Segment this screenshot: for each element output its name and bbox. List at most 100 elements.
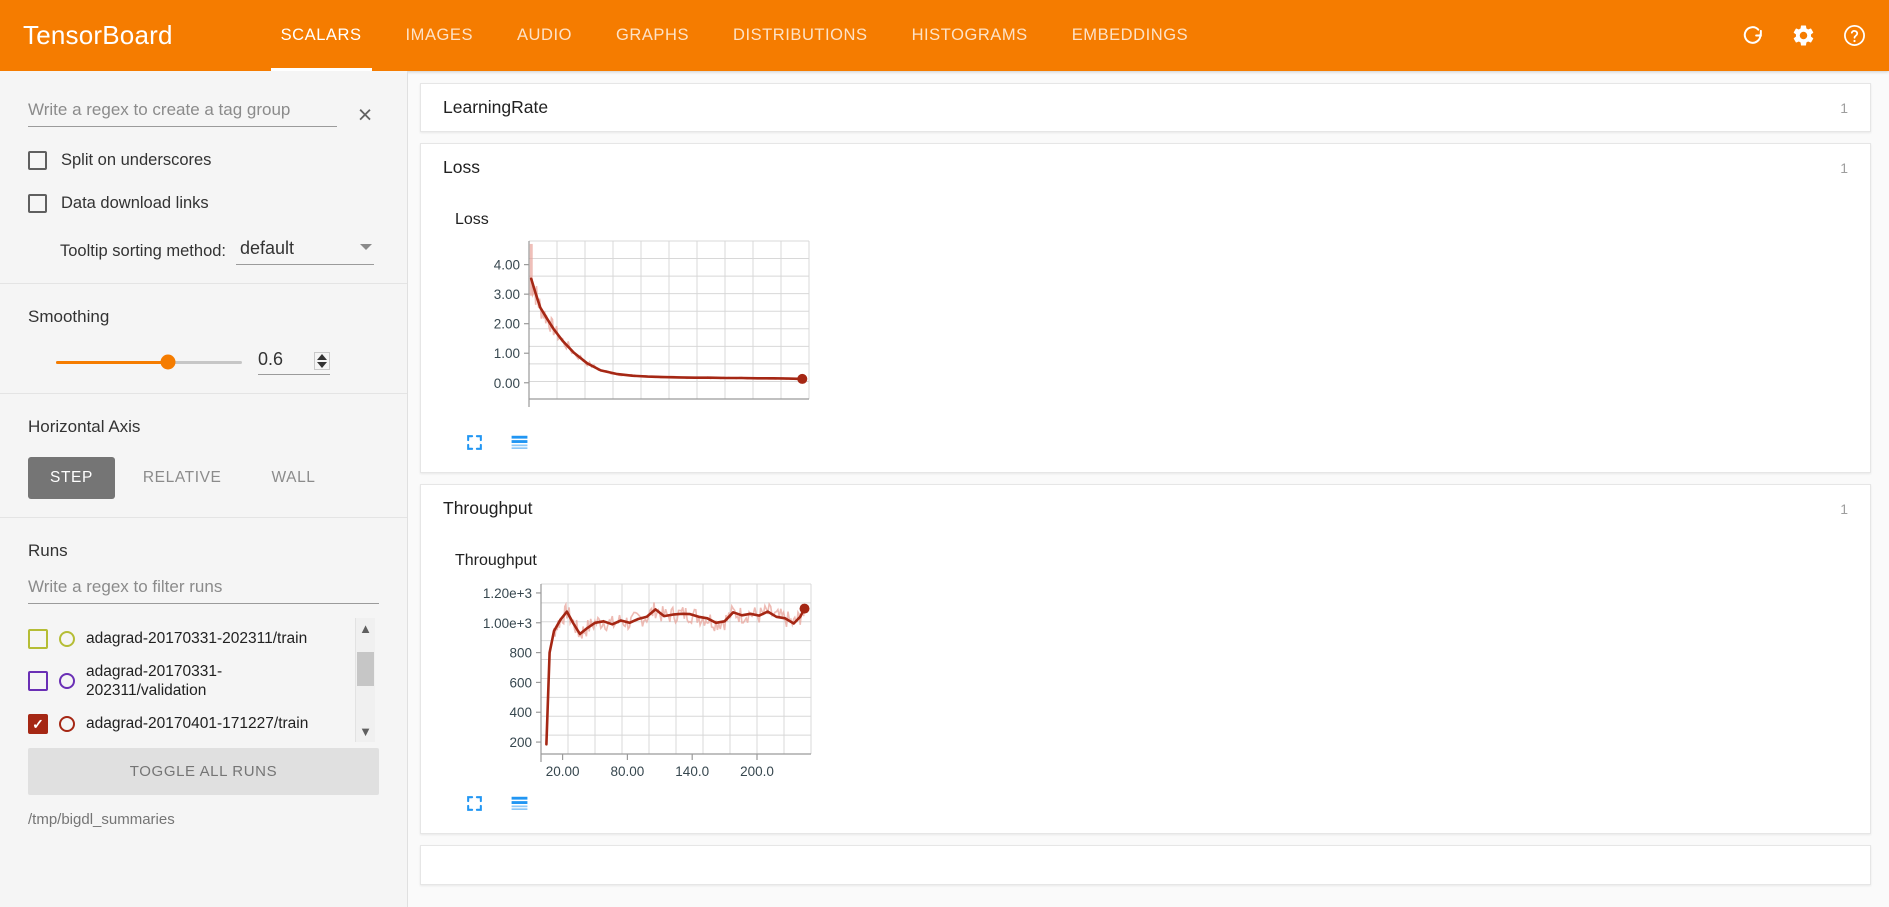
fullscreen-icon[interactable]: [465, 433, 484, 452]
svg-text:600: 600: [509, 675, 532, 690]
chart-loss[interactable]: 0.00 1.00 2.00 3.00 4.00: [443, 235, 1848, 425]
tooltip-sorting-label: Tooltip sorting method:: [60, 242, 227, 260]
axis-option-step[interactable]: STEP: [28, 457, 115, 499]
checkbox-label: Split on underscores: [61, 151, 212, 169]
smoothing-value: 0.6: [258, 349, 284, 369]
runs-filter-input[interactable]: [28, 575, 379, 604]
tab-embeddings[interactable]: EMBEDDINGS: [1050, 0, 1210, 71]
run-checkbox[interactable]: [28, 628, 48, 649]
logdir-path: /tmp/bigdl_summaries: [28, 811, 175, 828]
divider: [0, 517, 407, 518]
svg-text:0.00: 0.00: [494, 376, 520, 391]
divider: [0, 283, 407, 284]
tab-label: AUDIO: [517, 26, 573, 44]
section-next-partial[interactable]: [420, 845, 1871, 885]
tooltip-sorting-value: default: [240, 238, 295, 258]
main-content: LearningRate 1 Loss 1 Loss 0.00 1.00 2.00 3…: [408, 71, 1889, 907]
run-checkbox[interactable]: ✓: [28, 713, 48, 734]
scrollbar-thumb[interactable]: [357, 652, 374, 686]
run-item[interactable]: adagrad-20170331-202311/validation: [28, 659, 379, 703]
chart-title-throughput: Throughput: [455, 552, 537, 569]
horizontal-axis-options: STEP RELATIVE WALL: [28, 457, 379, 499]
tab-scalars[interactable]: SCALARS: [259, 0, 384, 71]
axis-option-relative[interactable]: RELATIVE: [142, 469, 222, 486]
section-header[interactable]: Loss 1: [421, 144, 1870, 191]
section-learningrate: LearningRate 1: [420, 83, 1871, 132]
tab-images[interactable]: IMAGES: [384, 0, 495, 71]
section-body: Loss 0.00 1.00 2.00 3.00 4.00: [421, 191, 1870, 472]
check-icon: ✓: [32, 715, 44, 732]
refresh-icon[interactable]: [1740, 23, 1765, 48]
smoothing-value-field[interactable]: 0.6: [258, 349, 330, 375]
run-item[interactable]: ✓ adagrad-20170401-171227/train: [28, 703, 379, 742]
smoothing-title: Smoothing: [28, 307, 110, 326]
data-table-icon[interactable]: [510, 794, 529, 813]
stepper-up-icon[interactable]: [317, 354, 327, 360]
section-loss: Loss 1 Loss 0.00 1.00 2.00 3.00 4.00: [420, 143, 1871, 473]
section-title: Loss: [443, 157, 480, 177]
stepper-icon[interactable]: [314, 352, 330, 370]
nav-tabs: SCALARS IMAGES AUDIO GRAPHS DISTRIBUTION…: [259, 0, 1211, 71]
smoothing-row: 0.6: [28, 349, 379, 375]
chevron-down-icon[interactable]: ▼: [359, 724, 372, 739]
data-table-icon[interactable]: [510, 433, 529, 452]
svg-text:2.00: 2.00: [494, 317, 520, 332]
tab-histograms[interactable]: HISTOGRAMS: [890, 0, 1050, 71]
tag-group-section: × Split on underscores Data download lin…: [0, 71, 407, 265]
run-color-dot: [59, 673, 75, 689]
tab-audio[interactable]: AUDIO: [495, 0, 594, 71]
horizontal-axis-section: Horizontal Axis STEP RELATIVE WALL: [0, 417, 407, 499]
tab-distributions[interactable]: DISTRIBUTIONS: [711, 0, 890, 71]
runs-scrollbar[interactable]: ▲ ▼: [355, 618, 375, 742]
section-count: 1: [1840, 500, 1848, 517]
chart-loss-svg[interactable]: 0.00 1.00 2.00 3.00 4.00: [443, 235, 843, 425]
run-color-dot: [59, 715, 75, 732]
tag-regex-input[interactable]: [28, 98, 337, 127]
svg-text:1.00: 1.00: [494, 346, 520, 361]
help-icon[interactable]: [1842, 23, 1867, 48]
runs-list[interactable]: adagrad-20170331-202311/train adagrad-20…: [28, 618, 379, 742]
section-title: Throughput: [443, 498, 533, 518]
run-label: adagrad-20170401-171227/train: [86, 714, 309, 732]
smoothing-slider[interactable]: [56, 354, 242, 370]
section-header[interactable]: Throughput 1: [421, 485, 1870, 532]
slider-knob[interactable]: [160, 354, 176, 370]
axis-option-wall[interactable]: WALL: [271, 469, 316, 486]
svg-text:400: 400: [509, 705, 532, 720]
run-checkbox[interactable]: [28, 671, 48, 691]
toggle-all-runs-button[interactable]: TOGGLE ALL RUNS: [28, 748, 379, 795]
checkbox-box: [28, 151, 47, 170]
fullscreen-icon[interactable]: [465, 794, 484, 813]
tooltip-sorting-row: Tooltip sorting method: default: [28, 238, 379, 265]
checkbox-label: Data download links: [61, 194, 209, 212]
chevron-up-icon[interactable]: ▲: [359, 621, 372, 636]
svg-text:200.0: 200.0: [740, 764, 774, 779]
svg-text:20.00: 20.00: [546, 764, 580, 779]
checkbox-split-on-underscores[interactable]: Split on underscores: [28, 151, 379, 170]
section-count: 1: [1840, 99, 1848, 116]
checkbox-data-download-links[interactable]: Data download links: [28, 194, 379, 213]
chart-controls: [443, 786, 1848, 821]
gear-icon[interactable]: [1791, 23, 1816, 48]
sidebar: × Split on underscores Data download lin…: [0, 71, 408, 907]
svg-text:1.20e+3: 1.20e+3: [483, 586, 532, 601]
horizontal-axis-title: Horizontal Axis: [28, 417, 141, 436]
section-title: LearningRate: [443, 97, 549, 117]
tab-graphs[interactable]: GRAPHS: [594, 0, 711, 71]
svg-text:80.00: 80.00: [611, 764, 645, 779]
app-brand: TensorBoard: [23, 20, 173, 50]
run-item[interactable]: adagrad-20170331-202311/train: [28, 618, 379, 659]
chart-throughput[interactable]: 200 400 600 800 1.00e+3 1.20e+3 20.00 80.00 140.…: [443, 576, 1848, 786]
chevron-down-icon: [360, 243, 373, 250]
chart-throughput-svg[interactable]: 200 400 600 800 1.00e+3 1.20e+3 20.00 80.00 140.…: [443, 576, 843, 786]
run-color-dot: [59, 630, 75, 647]
divider: [0, 393, 407, 394]
chart-title-loss: Loss: [455, 211, 489, 228]
run-label: adagrad-20170331-202311/train: [86, 629, 308, 647]
section-header[interactable]: LearningRate 1: [421, 84, 1870, 131]
tooltip-sorting-select[interactable]: default: [236, 238, 375, 265]
svg-text:140.0: 140.0: [675, 764, 709, 779]
close-icon[interactable]: ×: [357, 100, 373, 129]
svg-text:200: 200: [509, 735, 532, 750]
stepper-down-icon[interactable]: [317, 362, 327, 368]
